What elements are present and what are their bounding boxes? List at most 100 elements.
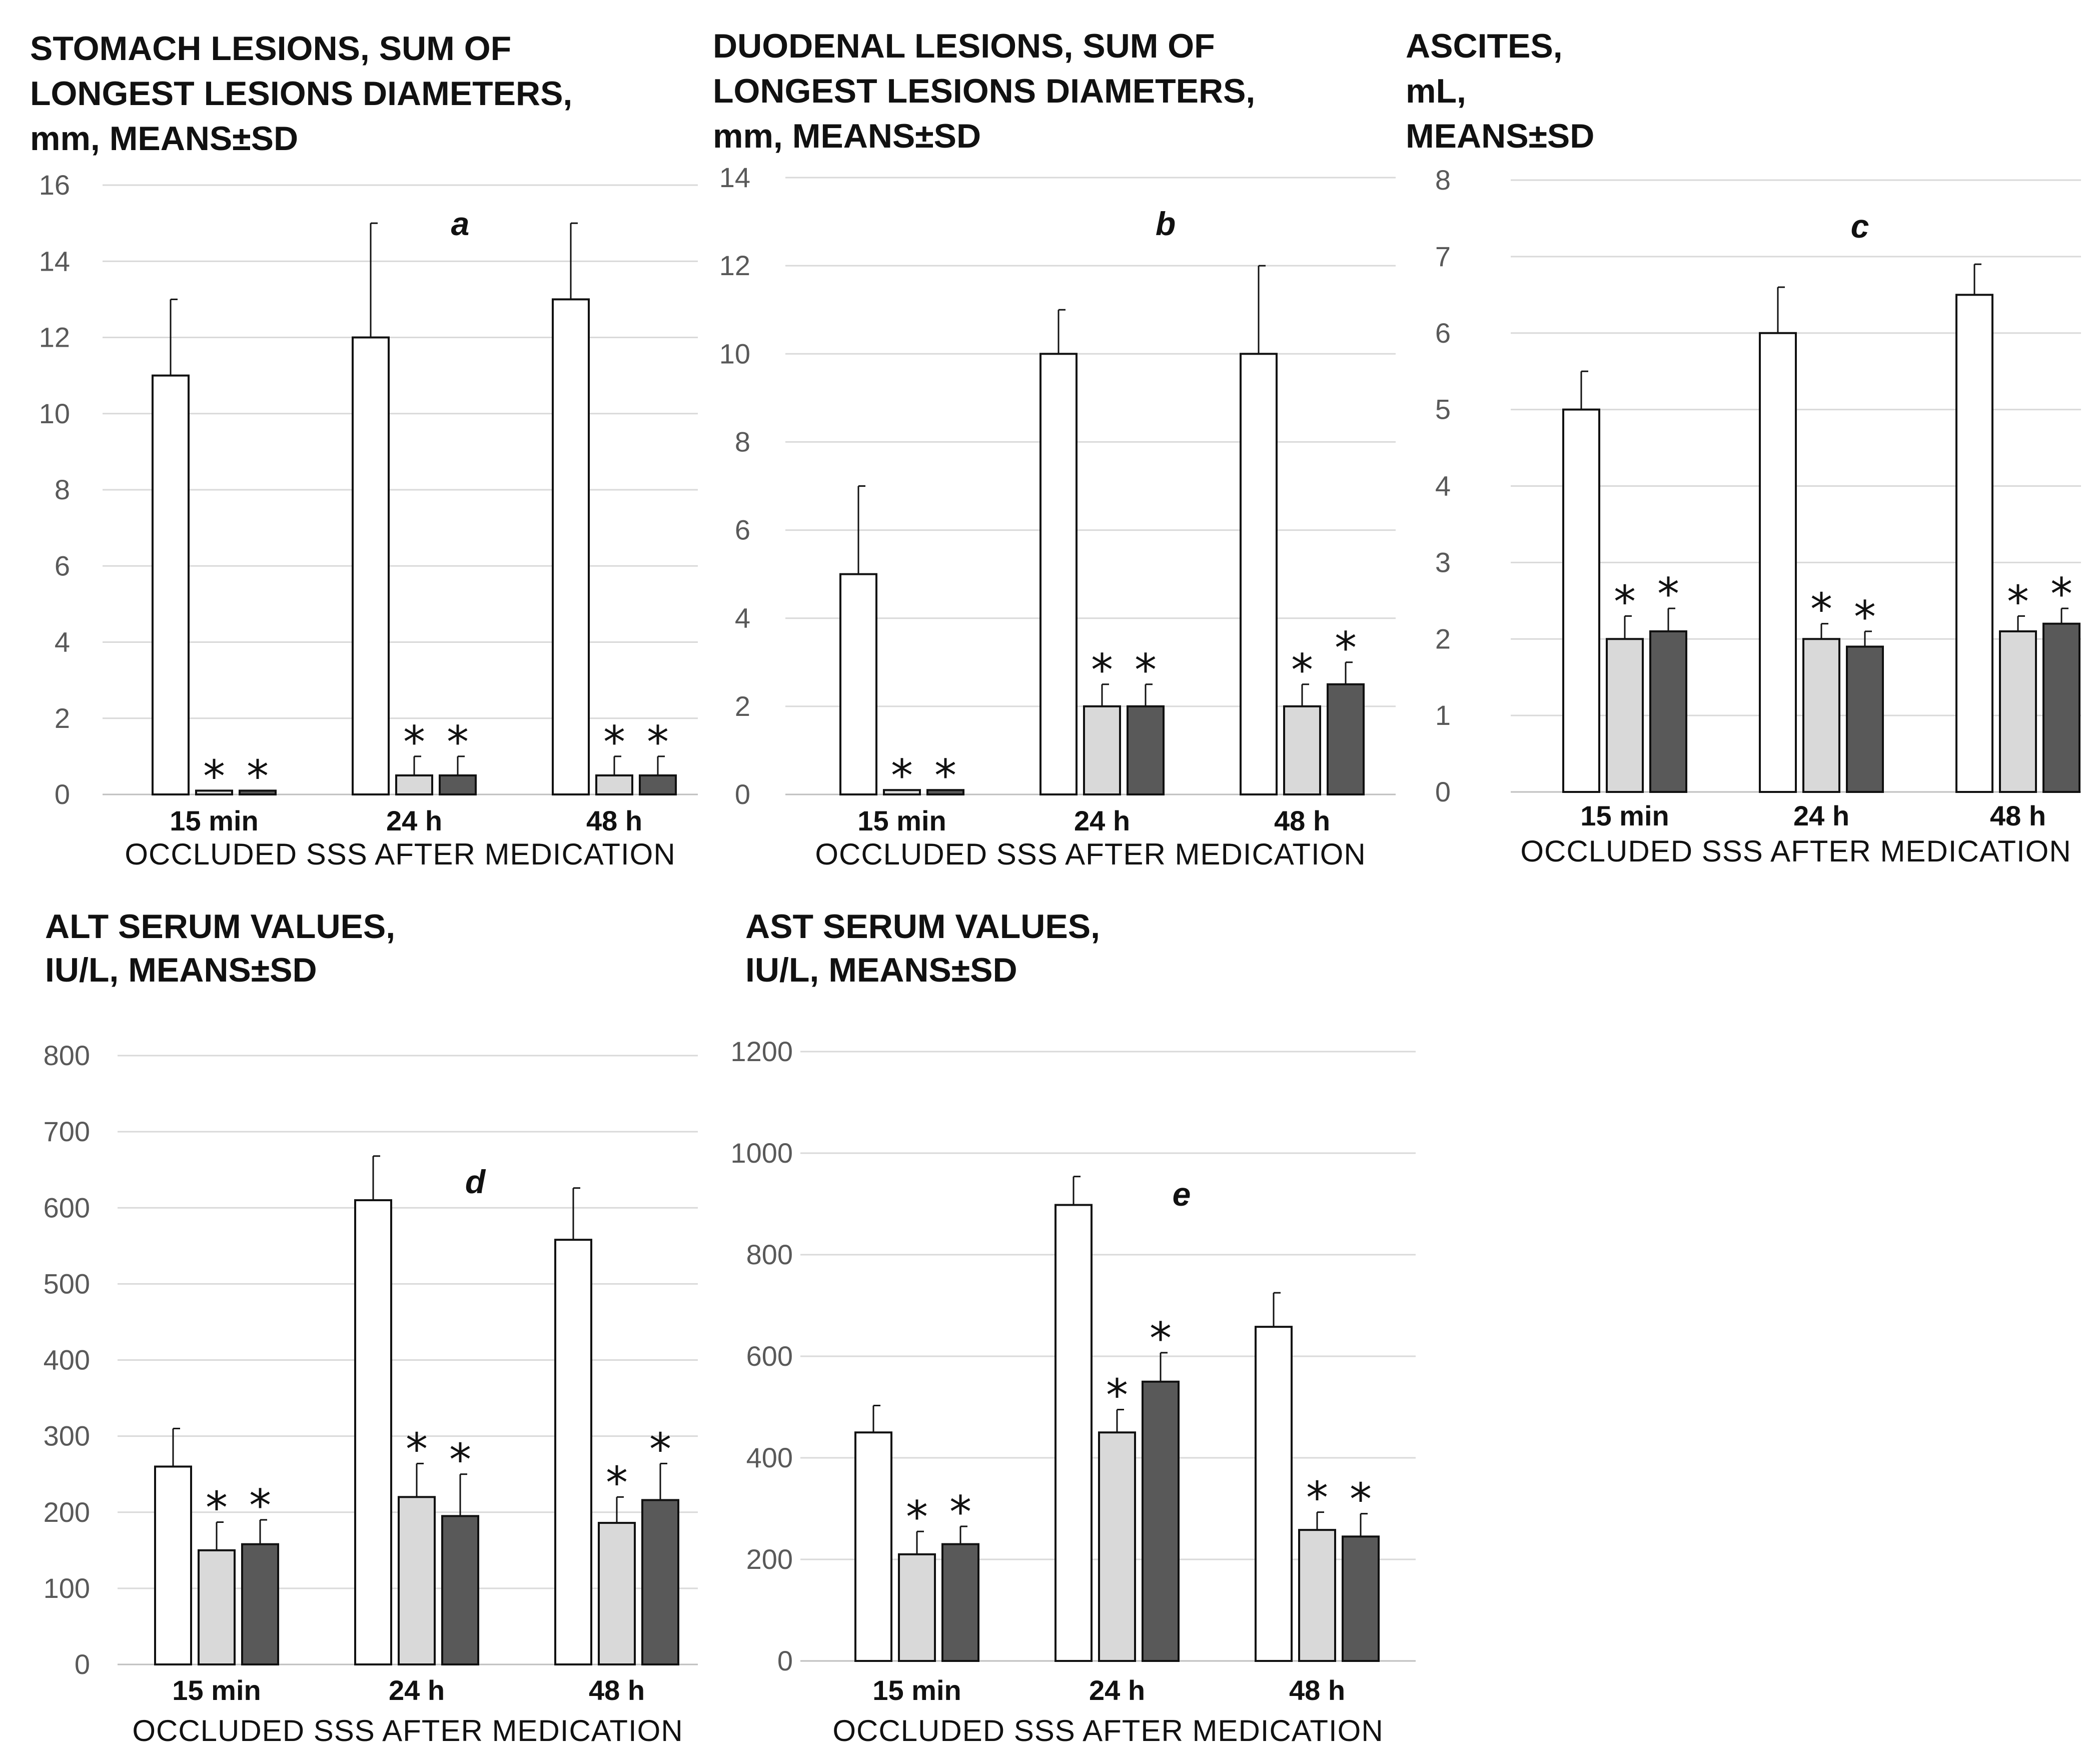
panel-e-significance-star-15min-s3: * xyxy=(949,1486,971,1538)
panel-e-ytick-1000: 1000 xyxy=(730,1137,793,1169)
panel-d-bar-48h-s3 xyxy=(641,1499,679,1665)
panel-a-significance-star-15min-s3: * xyxy=(247,750,269,802)
panel-e-significance-star-48h-s3: * xyxy=(1350,1474,1372,1525)
panel-c-ytick-6: 6 xyxy=(1435,317,1451,349)
panel-d-ytick-200: 200 xyxy=(44,1496,90,1528)
panel-a-bar-48h-s2 xyxy=(595,774,633,795)
panel-a-ytick-2: 2 xyxy=(55,702,70,734)
panel-a-bar-15min-s3 xyxy=(239,789,277,795)
panel-d-significance-star-48h-s3: * xyxy=(649,1423,671,1475)
panel-c-significance-star-48h-s2: * xyxy=(2007,576,2029,627)
panel-e-category-24h: 24 h xyxy=(1089,1674,1145,1706)
panel-c-significance-star-24h-s2: * xyxy=(1810,584,1832,635)
panel-a-category-48h: 48 h xyxy=(586,805,642,836)
panel-d-ytick-100: 100 xyxy=(44,1572,90,1604)
panel-c-bar-15min-s3 xyxy=(1649,630,1687,793)
panel-a-ytick-16: 16 xyxy=(39,169,70,201)
panel-b-bar-15min-s3 xyxy=(926,789,964,796)
panel-b-letter: b xyxy=(1156,205,1176,242)
panel-a-bar-24h-s3 xyxy=(439,774,477,795)
panel-a-ytick-10: 10 xyxy=(39,398,70,429)
panel-a-title-line-3: mm, MEANS±SD xyxy=(30,120,298,158)
panel-d-significance-star-24h-s3: * xyxy=(449,1434,471,1486)
panel-b-category-24h: 24 h xyxy=(1074,805,1130,836)
panel-d-significance-star-15min-s3: * xyxy=(249,1480,271,1531)
panel-c-bar-15min-s2 xyxy=(1606,638,1644,793)
panel-e-bar-24h-s3 xyxy=(1142,1380,1180,1662)
panel-a-bar-24h-s1 xyxy=(352,336,390,795)
panel-e-bar-15min-s2 xyxy=(898,1553,936,1662)
panel-a-ytick-14: 14 xyxy=(39,245,70,277)
panel-e-xaxis-label: OCCLUDED SSS AFTER MEDICATION xyxy=(832,1714,1383,1747)
panel-e-ytick-400: 400 xyxy=(746,1442,793,1473)
panel-c-title-line-1: ASCITES, xyxy=(1406,27,1563,65)
panel-b-bar-24h-s3 xyxy=(1127,705,1165,796)
panel-e-significance-star-48h-s2: * xyxy=(1306,1472,1328,1524)
panel-d-ytick-600: 600 xyxy=(44,1192,90,1223)
panel-d-bar-48h-s1 xyxy=(554,1239,592,1666)
panel-c-category-48h: 48 h xyxy=(1990,800,2046,831)
panel-b-category-15min: 15 min xyxy=(857,805,946,836)
panel-a-bar-15min-s2 xyxy=(195,789,233,795)
panel-a-letter: a xyxy=(451,205,470,242)
panel-b-ytick-12: 12 xyxy=(719,250,750,281)
panel-e-bar-48h-s1 xyxy=(1255,1326,1293,1662)
panel-a-significance-star-48h-s2: * xyxy=(603,716,625,768)
panel-c-ytick-3: 3 xyxy=(1435,546,1451,578)
panel-c-ytick-2: 2 xyxy=(1435,623,1451,654)
panel-c-category-24h: 24 h xyxy=(1793,800,1849,831)
panel-e-bar-48h-s3 xyxy=(1342,1535,1380,1662)
panel-e-significance-star-24h-s2: * xyxy=(1106,1370,1128,1421)
panel-a-bar-48h-s3 xyxy=(639,774,677,795)
panel-c-bar-24h-s1 xyxy=(1759,332,1797,793)
panel-d-title-line-2: IU/L, MEANS±SD xyxy=(45,951,317,989)
panel-a-title-line-1: STOMACH LESIONS, SUM OF xyxy=(30,30,511,68)
panel-d-ytick-700: 700 xyxy=(44,1116,90,1147)
panel-e-title-line-2: IU/L, MEANS±SD xyxy=(745,951,1017,989)
panel-d-bar-24h-s3 xyxy=(441,1515,479,1665)
panel-d-bar-48h-s2 xyxy=(598,1522,636,1666)
panel-b-bar-24h-s2 xyxy=(1083,705,1121,796)
panel-c-xaxis-label: OCCLUDED SSS AFTER MEDICATION xyxy=(1520,834,2071,868)
panel-a-bar-24h-s2 xyxy=(395,774,433,795)
panel-b-bar-15min-s2 xyxy=(883,789,921,796)
panel-b-bar-48h-s3 xyxy=(1327,683,1365,795)
panel-d-ytick-300: 300 xyxy=(44,1420,90,1452)
panel-c-bar-48h-s1 xyxy=(1955,294,1993,793)
panel-d-significance-star-48h-s2: * xyxy=(606,1457,628,1508)
panel-b-bar-48h-s1 xyxy=(1240,353,1278,795)
panel-e-category-15min: 15 min xyxy=(872,1674,961,1706)
panel-a-bar-48h-s1 xyxy=(552,298,590,795)
panel-d-category-15min: 15 min xyxy=(172,1674,261,1706)
panel-c-title-line-3: MEANS±SD xyxy=(1406,117,1594,155)
panel-b-significance-star-15min-s3: * xyxy=(934,750,956,801)
panel-d-category-48h: 48 h xyxy=(589,1674,645,1706)
panel-d-significance-star-24h-s2: * xyxy=(406,1423,428,1475)
panel-c-bar-24h-s3 xyxy=(1846,645,1884,793)
panel-b-ytick-4: 4 xyxy=(735,602,750,634)
panel-b-bar-15min-s1 xyxy=(839,573,877,795)
panel-b-ytick-8: 8 xyxy=(735,426,750,457)
panel-b-significance-star-24h-s2: * xyxy=(1091,644,1113,696)
panel-d-ytick-400: 400 xyxy=(44,1344,90,1376)
panel-e-bar-24h-s2 xyxy=(1098,1431,1136,1662)
panel-a-ytick-8: 8 xyxy=(55,474,70,505)
panel-d-category-24h: 24 h xyxy=(389,1674,445,1706)
panel-c-significance-star-24h-s3: * xyxy=(1854,591,1876,643)
panel-d-bar-24h-s1 xyxy=(354,1199,392,1666)
panel-a-category-24h: 24 h xyxy=(386,805,442,836)
panel-c-significance-star-48h-s3: * xyxy=(2050,568,2072,620)
panel-e-letter: e xyxy=(1173,1176,1191,1213)
panel-b-title-line-1: DUODENAL LESIONS, SUM OF xyxy=(713,27,1215,65)
panel-a-significance-star-48h-s3: * xyxy=(647,716,669,768)
panel-c-bar-24h-s2 xyxy=(1802,638,1840,793)
panel-e-title-line-1: AST SERUM VALUES, xyxy=(745,908,1100,946)
panel-a-xaxis-label: OCCLUDED SSS AFTER MEDICATION xyxy=(125,837,675,871)
panel-a-category-15min: 15 min xyxy=(170,805,258,836)
panel-d-bar-15min-s1 xyxy=(154,1465,192,1666)
panel-b-bar-48h-s2 xyxy=(1283,705,1321,796)
panel-c-title-line-2: mL, xyxy=(1406,72,1466,110)
panel-e-significance-star-15min-s2: * xyxy=(906,1491,928,1543)
panel-b-significance-star-24h-s3: * xyxy=(1135,644,1157,696)
